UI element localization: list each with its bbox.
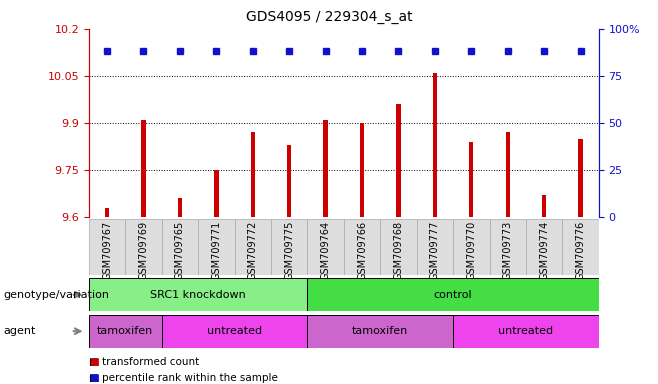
Bar <box>417 219 453 275</box>
Bar <box>469 142 474 217</box>
Text: tamoxifen: tamoxifen <box>352 326 409 336</box>
Bar <box>396 104 401 217</box>
Text: GSM709769: GSM709769 <box>138 220 149 280</box>
Bar <box>214 170 218 217</box>
Text: ■: ■ <box>89 373 99 383</box>
Bar <box>125 219 162 275</box>
Bar <box>578 139 583 217</box>
Text: ■ percentile rank within the sample: ■ percentile rank within the sample <box>89 373 278 383</box>
Bar <box>453 219 490 275</box>
Bar <box>343 219 380 275</box>
Text: agent: agent <box>3 326 36 336</box>
Text: genotype/variation: genotype/variation <box>3 290 109 300</box>
Bar <box>563 219 599 275</box>
Bar <box>287 145 291 217</box>
Text: GSM709767: GSM709767 <box>102 220 112 280</box>
Bar <box>307 219 343 275</box>
Text: GSM709774: GSM709774 <box>539 220 549 280</box>
Text: untreated: untreated <box>498 326 553 336</box>
Text: GSM709771: GSM709771 <box>211 220 221 280</box>
Text: GDS4095 / 229304_s_at: GDS4095 / 229304_s_at <box>245 10 413 23</box>
Bar <box>307 315 453 348</box>
Bar <box>89 219 125 275</box>
Bar <box>162 315 307 348</box>
Text: GSM709775: GSM709775 <box>284 220 294 280</box>
Text: GSM709768: GSM709768 <box>393 220 403 280</box>
Bar <box>360 123 364 217</box>
Bar <box>198 219 234 275</box>
Bar <box>433 73 437 217</box>
Text: ■ transformed count: ■ transformed count <box>89 357 199 367</box>
Bar <box>453 315 599 348</box>
Bar <box>324 120 328 217</box>
Text: untreated: untreated <box>207 326 262 336</box>
Bar <box>234 219 271 275</box>
Bar <box>251 132 255 217</box>
Text: control: control <box>434 290 472 300</box>
Bar <box>271 219 307 275</box>
Text: GSM709772: GSM709772 <box>248 220 258 280</box>
Bar <box>542 195 546 217</box>
Bar <box>307 278 599 311</box>
Text: GSM709777: GSM709777 <box>430 220 440 280</box>
Bar <box>162 219 198 275</box>
Bar <box>505 132 510 217</box>
Bar <box>89 278 307 311</box>
Text: GSM709766: GSM709766 <box>357 220 367 280</box>
Bar <box>89 315 162 348</box>
Text: GSM709770: GSM709770 <box>467 220 476 280</box>
Bar <box>178 198 182 217</box>
Text: GSM709764: GSM709764 <box>320 220 330 280</box>
Text: GSM709776: GSM709776 <box>576 220 586 280</box>
Bar <box>141 120 145 217</box>
Bar <box>526 219 563 275</box>
Text: GSM709773: GSM709773 <box>503 220 513 280</box>
Text: SRC1 knockdown: SRC1 knockdown <box>150 290 246 300</box>
Text: GSM709765: GSM709765 <box>175 220 185 280</box>
Text: ■: ■ <box>89 357 99 367</box>
Bar <box>105 207 109 217</box>
Bar <box>380 219 417 275</box>
Bar <box>490 219 526 275</box>
Text: tamoxifen: tamoxifen <box>97 326 153 336</box>
